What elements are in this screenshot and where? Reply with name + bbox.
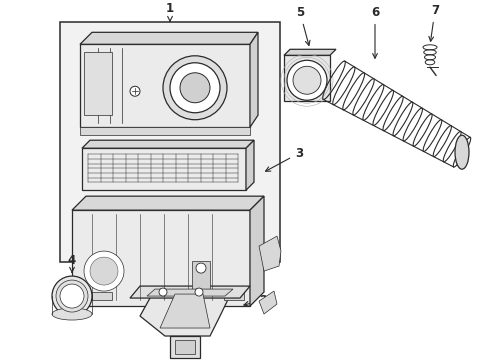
Ellipse shape	[454, 135, 468, 169]
Circle shape	[163, 56, 226, 120]
Bar	[284, 55, 329, 101]
Polygon shape	[160, 294, 209, 328]
Polygon shape	[147, 289, 232, 296]
Bar	[224, 292, 244, 300]
Polygon shape	[245, 140, 253, 190]
Polygon shape	[259, 291, 276, 314]
Polygon shape	[249, 196, 264, 306]
Bar	[80, 127, 249, 135]
Text: 3: 3	[265, 147, 303, 171]
Bar	[72, 210, 249, 306]
Polygon shape	[82, 140, 253, 148]
Circle shape	[159, 288, 167, 296]
Polygon shape	[259, 236, 281, 271]
Circle shape	[195, 288, 203, 296]
Bar	[92, 292, 112, 300]
Text: 2: 2	[244, 293, 266, 307]
Polygon shape	[80, 32, 258, 44]
Circle shape	[292, 66, 320, 94]
Circle shape	[60, 284, 84, 308]
Polygon shape	[72, 196, 264, 210]
Polygon shape	[249, 32, 258, 127]
Bar	[175, 340, 195, 354]
Polygon shape	[130, 286, 249, 298]
Bar	[192, 261, 209, 289]
Circle shape	[196, 263, 205, 273]
Bar	[84, 52, 112, 115]
Circle shape	[180, 73, 209, 103]
Bar	[82, 148, 245, 190]
Polygon shape	[284, 49, 335, 55]
Circle shape	[286, 60, 326, 100]
Text: 1: 1	[165, 2, 174, 21]
Bar	[170, 336, 200, 358]
Text: 5: 5	[295, 6, 309, 45]
Circle shape	[84, 251, 124, 291]
Circle shape	[52, 276, 92, 316]
Text: 4: 4	[68, 253, 76, 273]
Bar	[60, 22, 280, 262]
Ellipse shape	[52, 308, 92, 320]
Circle shape	[56, 280, 88, 312]
Text: 6: 6	[370, 6, 378, 58]
Circle shape	[130, 86, 140, 96]
Bar	[80, 44, 249, 127]
Text: 7: 7	[428, 4, 438, 41]
Circle shape	[170, 63, 220, 113]
Polygon shape	[140, 289, 232, 336]
Circle shape	[90, 257, 118, 285]
